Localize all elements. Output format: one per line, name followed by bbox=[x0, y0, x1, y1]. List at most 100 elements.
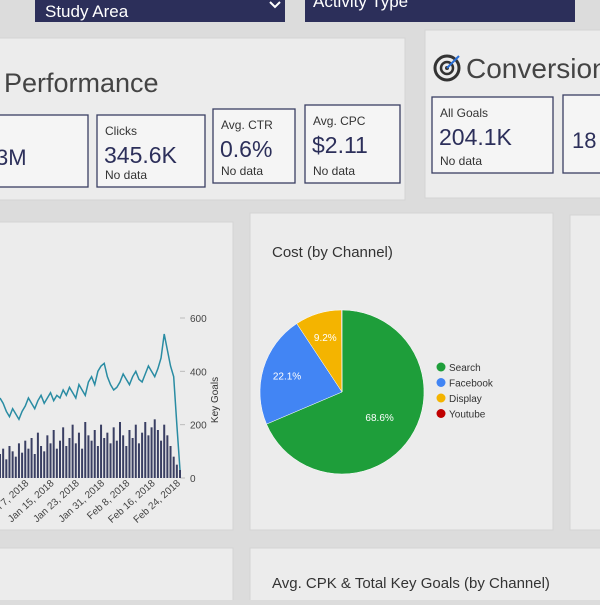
bar bbox=[11, 451, 14, 478]
bar bbox=[24, 440, 27, 478]
axis-title: Key Goals bbox=[210, 377, 221, 423]
bar bbox=[153, 419, 156, 478]
filter-label: Study Area bbox=[45, 2, 129, 21]
bar bbox=[81, 448, 84, 478]
chart-title: Cost (by Channel) bbox=[272, 244, 393, 261]
bar bbox=[179, 470, 181, 478]
bar bbox=[160, 440, 163, 478]
kpi-note: No data bbox=[440, 154, 482, 168]
kpi-card bbox=[562, 94, 600, 174]
bar bbox=[46, 435, 49, 478]
kpi-note: No data bbox=[313, 164, 355, 178]
bar bbox=[172, 456, 175, 478]
bar bbox=[59, 440, 61, 478]
filter-box[interactable] bbox=[305, 0, 575, 22]
bar bbox=[128, 430, 131, 478]
bar bbox=[125, 446, 128, 478]
section-title: Conversions bbox=[466, 53, 600, 84]
chart-card bbox=[0, 221, 234, 531]
bar bbox=[122, 435, 125, 478]
bar bbox=[2, 448, 5, 478]
bar bbox=[93, 430, 96, 478]
bar bbox=[21, 452, 24, 478]
bar bbox=[74, 443, 77, 478]
bar bbox=[17, 443, 20, 478]
y-tick-label: 200 bbox=[190, 421, 207, 432]
bar bbox=[115, 440, 118, 478]
kpi-value: $2.11 bbox=[312, 132, 368, 158]
bar bbox=[27, 448, 30, 478]
kpi-label: All Goals bbox=[440, 106, 488, 120]
bar bbox=[33, 454, 36, 478]
legend-swatch bbox=[436, 378, 446, 387]
bar bbox=[137, 443, 140, 478]
card bbox=[0, 547, 234, 605]
bar bbox=[109, 443, 112, 478]
bar bbox=[144, 422, 147, 478]
bar bbox=[131, 438, 134, 478]
legend-swatch bbox=[436, 409, 446, 418]
bar bbox=[100, 424, 103, 478]
bar bbox=[43, 451, 46, 478]
pie-slice bbox=[266, 309, 425, 475]
kpi-note: No data bbox=[105, 168, 147, 182]
kpi-value: 204.1K bbox=[439, 124, 513, 150]
bar bbox=[156, 430, 159, 478]
bar bbox=[169, 446, 172, 478]
filter-label: Activity Type bbox=[313, 0, 408, 11]
kpi-card bbox=[304, 104, 401, 184]
chart-title: Avg. CPK & Total Key Goals (by Channel) bbox=[272, 575, 550, 592]
pie-slice bbox=[341, 309, 343, 393]
bar bbox=[55, 448, 58, 478]
kpi-card bbox=[431, 96, 554, 174]
legend-swatch bbox=[436, 362, 446, 372]
pie-slice bbox=[259, 323, 343, 425]
bar bbox=[62, 427, 65, 478]
kpi-label: Avg. CPC bbox=[313, 114, 366, 128]
data-label: 68.6% bbox=[365, 413, 393, 424]
legend-swatch bbox=[436, 393, 446, 403]
bar bbox=[119, 422, 121, 478]
bar bbox=[77, 432, 80, 478]
kpi-value: 3M bbox=[0, 145, 27, 170]
y-tick-label: 0 bbox=[190, 474, 196, 485]
bar bbox=[49, 443, 52, 478]
kpi-card bbox=[212, 108, 296, 184]
y-tick-label: 400 bbox=[190, 367, 207, 378]
bar bbox=[71, 424, 74, 478]
data-label: 22.1% bbox=[273, 371, 301, 382]
bar bbox=[134, 424, 137, 478]
kpi-card bbox=[96, 114, 206, 188]
kpi-card bbox=[0, 114, 89, 188]
legend-label: Search bbox=[449, 363, 481, 374]
bar bbox=[65, 446, 68, 478]
bar bbox=[5, 459, 8, 478]
bar bbox=[0, 454, 1, 478]
bar bbox=[96, 446, 99, 478]
bar bbox=[36, 432, 39, 478]
bar bbox=[8, 446, 11, 478]
bar bbox=[84, 422, 87, 478]
card bbox=[249, 547, 600, 605]
section-title: Performance bbox=[4, 68, 159, 98]
bar bbox=[68, 438, 71, 478]
bar bbox=[87, 435, 90, 478]
bar bbox=[14, 456, 17, 478]
legend-label: Display bbox=[449, 394, 482, 405]
kpi-value: 18 bbox=[572, 128, 596, 153]
bar bbox=[163, 424, 166, 478]
filter-box[interactable] bbox=[35, 0, 285, 22]
legend-label: Youtube bbox=[449, 410, 486, 421]
bar bbox=[147, 435, 150, 478]
bar bbox=[150, 427, 153, 478]
kpi-value: 345.6K bbox=[104, 142, 178, 168]
bar bbox=[40, 446, 43, 478]
bar bbox=[112, 427, 115, 478]
dropdown-arrow bbox=[269, 1, 281, 9]
bar bbox=[141, 432, 144, 478]
bar bbox=[30, 438, 33, 478]
bar bbox=[103, 438, 106, 478]
bar bbox=[106, 432, 109, 478]
target-icon bbox=[433, 54, 461, 82]
